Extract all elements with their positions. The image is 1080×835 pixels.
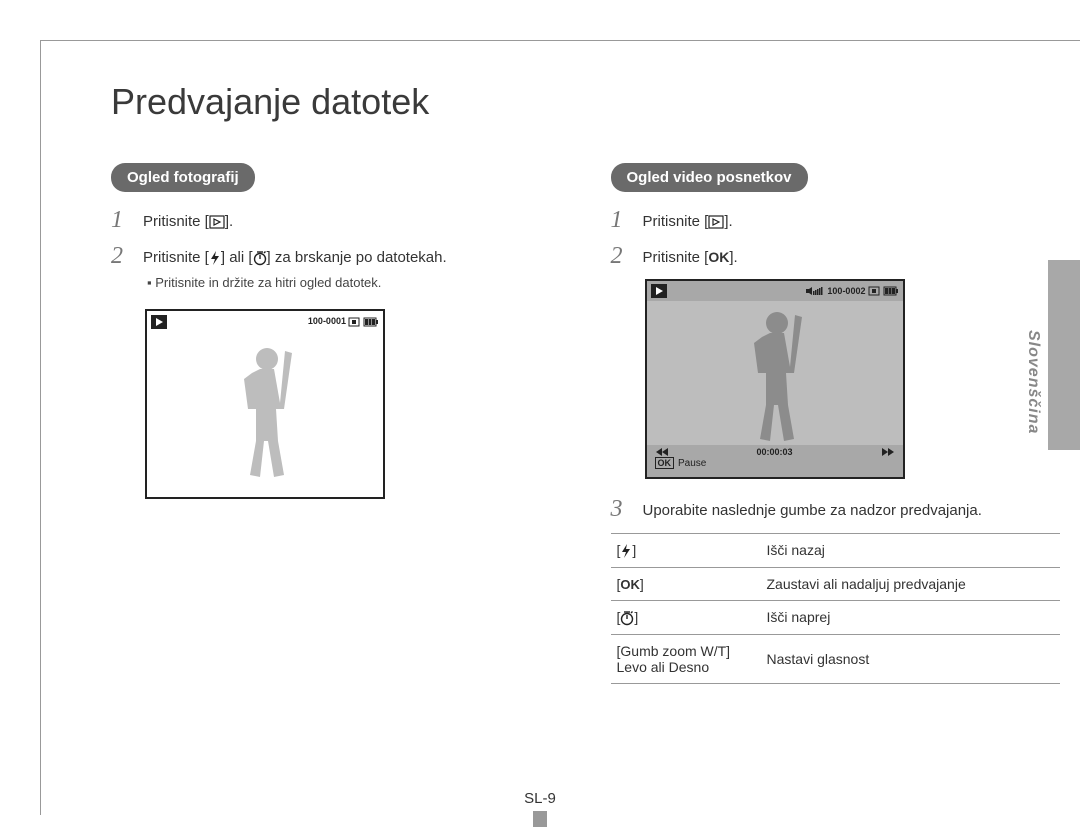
step-number: 1 bbox=[611, 208, 629, 232]
pause-label: Pause bbox=[678, 458, 706, 469]
text: ]. bbox=[729, 249, 737, 266]
boy-silhouette-icon bbox=[230, 341, 300, 481]
text: ]. bbox=[724, 213, 732, 230]
control-key: [Gumb zoom W/T] Levo ali Desno bbox=[611, 635, 761, 684]
text: ] za brskanje po datotekah. bbox=[267, 249, 447, 266]
flash-icon bbox=[620, 543, 632, 559]
play-filled-icon bbox=[151, 315, 167, 329]
timer-icon bbox=[620, 610, 634, 626]
protect-icon bbox=[868, 286, 880, 296]
table-row: [OK] Zaustavi ali nadaljuj predvajanje bbox=[611, 567, 1061, 600]
step3-text: Uporabite naslednje gumbe za nadzor pred… bbox=[643, 497, 982, 523]
battery-icon bbox=[883, 286, 899, 296]
left-step-2: 2 Pritisnite [ ] ali [ ] za brskanje po da… bbox=[111, 244, 561, 293]
table-row: [] Išči naprej bbox=[611, 600, 1061, 634]
video-time: 00:00:03 bbox=[756, 447, 792, 457]
forward-icon bbox=[881, 447, 895, 457]
text: Pritisnite [ bbox=[643, 249, 709, 266]
controls-table: [] Išči nazaj [OK] Zaustavi ali nadaljuj… bbox=[611, 533, 1061, 685]
play-outline-icon bbox=[209, 215, 225, 229]
table-row: [] Išči nazaj bbox=[611, 533, 1061, 567]
text: ] ali [ bbox=[221, 249, 253, 266]
timer-icon bbox=[253, 250, 267, 266]
step-number: 2 bbox=[611, 244, 629, 268]
text: Pritisnite [ bbox=[643, 213, 709, 230]
play-filled-icon bbox=[651, 284, 667, 298]
volume-icon bbox=[805, 286, 825, 296]
control-value: Išči naprej bbox=[761, 600, 1061, 634]
right-column: Ogled video posnetkov 1 Pritisnite []. 2… bbox=[611, 163, 1061, 684]
protect-icon bbox=[348, 317, 360, 327]
photo-preview: 100-0001 bbox=[145, 309, 385, 499]
photo-counter: 100-0001 bbox=[308, 316, 346, 326]
control-value: Zaustavi ali nadaljuj predvajanje bbox=[761, 567, 1061, 600]
left-step-1: 1 Pritisnite []. bbox=[111, 208, 561, 234]
video-preview: 100-0002 00:00:03 bbox=[645, 279, 905, 479]
section-heading-photos: Ogled fotografij bbox=[111, 163, 255, 192]
control-value: Išči nazaj bbox=[761, 533, 1061, 567]
video-counter: 100-0002 bbox=[827, 286, 865, 296]
page-mark bbox=[533, 811, 547, 827]
control-key: [OK] bbox=[611, 567, 761, 600]
text: Pritisnite [ bbox=[143, 249, 209, 266]
section-heading-videos: Ogled video posnetkov bbox=[611, 163, 808, 192]
step-number: 3 bbox=[611, 497, 629, 521]
text: Pritisnite [ bbox=[143, 213, 209, 230]
right-step-3: 3 Uporabite naslednje gumbe za nadzor pr… bbox=[611, 497, 1061, 523]
page-title: Predvajanje datotek bbox=[111, 81, 1060, 123]
bullet-text: Pritisnite in držite za hitri ogled dato… bbox=[147, 273, 447, 293]
rewind-icon bbox=[655, 447, 669, 457]
table-row: [Gumb zoom W/T] Levo ali Desno Nastavi g… bbox=[611, 635, 1061, 684]
play-outline-icon bbox=[708, 215, 724, 229]
right-step-2: 2 Pritisnite [OK]. bbox=[611, 244, 1061, 270]
ok-badge: OK bbox=[655, 457, 675, 469]
right-step-1: 1 Pritisnite []. bbox=[611, 208, 1061, 234]
control-key: [] bbox=[611, 533, 761, 567]
step-number: 2 bbox=[111, 244, 129, 268]
text: ]. bbox=[225, 213, 233, 230]
step-number: 1 bbox=[111, 208, 129, 232]
battery-icon bbox=[363, 317, 379, 327]
control-value: Nastavi glasnost bbox=[761, 635, 1061, 684]
boy-silhouette-icon bbox=[740, 305, 810, 445]
page-frame: Predvajanje datotek Ogled fotografij 1 P… bbox=[40, 40, 1080, 815]
left-column: Ogled fotografij 1 Pritisnite []. 2 Prit… bbox=[111, 163, 561, 684]
flash-icon bbox=[209, 250, 221, 266]
page-number: SL-9 bbox=[524, 790, 556, 807]
control-key: [] bbox=[611, 600, 761, 634]
ok-icon: OK bbox=[708, 247, 729, 268]
